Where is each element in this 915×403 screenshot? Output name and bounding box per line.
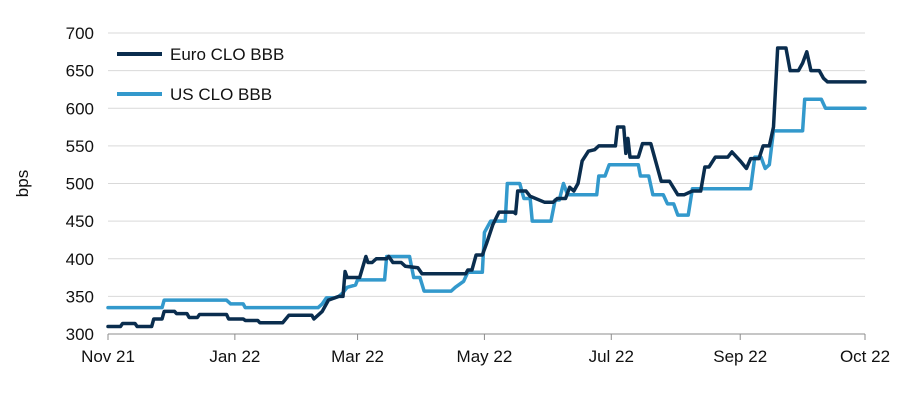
y-tick-label: 600 — [66, 99, 94, 118]
y-tick-label: 350 — [66, 287, 94, 306]
axis-layer — [107, 333, 866, 340]
series-line-1 — [106, 46, 867, 329]
y-axis-label: bps — [13, 170, 32, 197]
y-tick-label: 500 — [66, 175, 94, 194]
x-tick-label: Nov 21 — [81, 347, 135, 366]
x-tick-label: Jan 22 — [209, 347, 260, 366]
y-tick-labels: 300 350 400 450 500 550 600 650 700 — [66, 24, 94, 344]
legend-label: Euro CLO BBB — [170, 45, 284, 64]
y-tick-label: 400 — [66, 250, 94, 269]
series-line-2 — [106, 97, 867, 310]
y-tick-label: 550 — [66, 137, 94, 156]
x-tick-labels: Nov 21 Jan 22 Mar 22 May 22 Jul 22 Sep 22 Oct … — [81, 347, 890, 366]
y-tick-label: 700 — [66, 24, 94, 43]
y-tick-label: 650 — [66, 62, 94, 81]
x-tick-label: Mar 22 — [331, 347, 384, 366]
legend-label: US CLO BBB — [170, 85, 272, 104]
legend: Euro CLO BBB US CLO BBB — [117, 45, 284, 104]
x-tick-label: May 22 — [457, 347, 513, 366]
x-tick-label: Oct 22 — [840, 347, 890, 366]
x-tick-label: Sep 22 — [713, 347, 767, 366]
grid-layer — [108, 32, 865, 297]
y-tick-label: 450 — [66, 212, 94, 231]
series-layer — [106, 46, 867, 329]
y-tick-label: 300 — [66, 325, 94, 344]
x-tick-label: Jul 22 — [589, 347, 634, 366]
